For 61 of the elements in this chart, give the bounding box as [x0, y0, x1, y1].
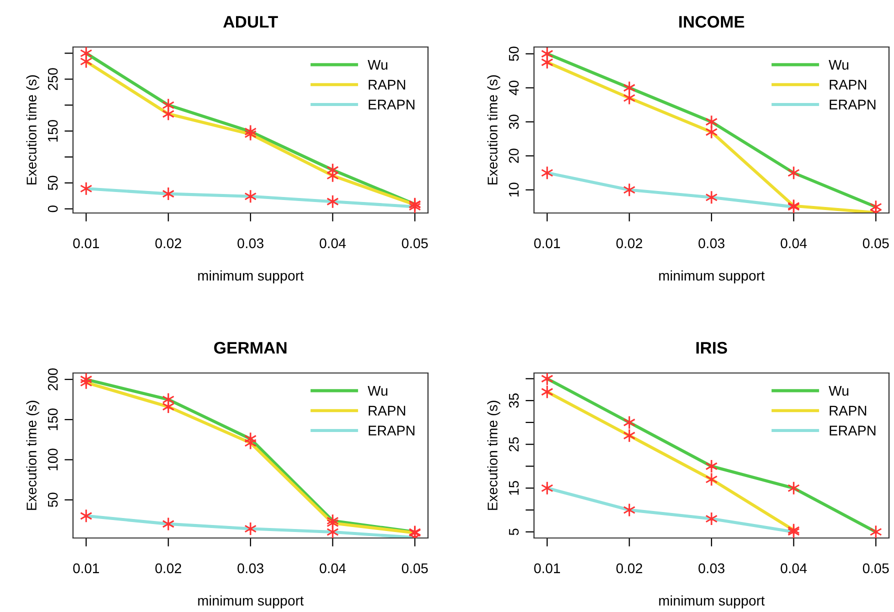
y-tick-label: 50 — [508, 46, 519, 61]
y-tick-label: 25 — [508, 437, 519, 452]
x-tick-label: 0.04 — [780, 238, 807, 248]
x-tick-label: 0.03 — [238, 238, 264, 248]
y-tick-label: 20 — [508, 148, 519, 163]
x-tick-label: 0.05 — [402, 238, 428, 248]
y-axis-title: Execution time (s) — [26, 75, 40, 184]
y-tick-label: 50 — [48, 176, 58, 190]
legend-label: ERAPN — [368, 100, 414, 110]
y-axis-title: Execution time (s) — [26, 400, 40, 510]
y-tick-label: 15 — [509, 480, 519, 495]
x-tick-label: 0.03 — [698, 563, 724, 574]
y-tick-label: 35 — [508, 393, 519, 408]
x-axis-title: minimum support — [659, 595, 765, 608]
chart-title: GERMAN — [214, 342, 286, 354]
x-tick-label: 0.01 — [534, 563, 560, 574]
legend-label: RAPN — [830, 80, 866, 90]
legend-label: Wu — [828, 386, 848, 396]
y-tick-label: 50 — [48, 492, 58, 508]
legend-label: Wu — [828, 60, 848, 70]
y-tick-label: 200 — [48, 368, 58, 390]
legend-label: RAPN — [830, 406, 866, 416]
x-tick-label: 0.02 — [616, 238, 642, 248]
legend-label: ERAPN — [830, 100, 876, 110]
x-tick-label: 0.05 — [862, 563, 889, 574]
legend-label: ERAPN — [368, 426, 414, 436]
y-tick-label: 30 — [508, 114, 519, 130]
legend-label: RAPN — [368, 80, 406, 90]
chart-title: ADULT — [223, 16, 278, 28]
chart-title: IRIS — [696, 342, 728, 354]
x-tick-label: 0.03 — [238, 563, 264, 574]
x-tick-label: 0.04 — [320, 238, 346, 248]
legend-label: Wu — [368, 386, 388, 396]
y-axis-title: Execution time (s) — [487, 75, 500, 184]
x-axis-title: minimum support — [198, 270, 304, 284]
y-tick-label: 150 — [48, 120, 58, 142]
x-tick-label: 0.05 — [862, 238, 889, 248]
x-tick-label: 0.04 — [320, 563, 346, 574]
chart-title: INCOME — [679, 16, 744, 28]
y-tick-label: 40 — [508, 80, 519, 96]
x-tick-label: 0.01 — [73, 563, 99, 574]
x-tick-label: 0.03 — [698, 238, 724, 248]
y-tick-label: 150 — [48, 408, 58, 430]
y-tick-label: 5 — [509, 528, 519, 536]
legend-label: RAPN — [368, 406, 406, 416]
x-tick-label: 0.01 — [73, 238, 99, 248]
legend-label: ERAPN — [830, 426, 876, 436]
x-tick-label: 0.02 — [155, 238, 182, 248]
x-tick-label: 0.02 — [616, 563, 642, 574]
x-tick-label: 0.05 — [402, 563, 428, 574]
y-tick-label: 0 — [48, 206, 58, 212]
x-tick-label: 0.01 — [534, 238, 560, 248]
y-axis-title: Execution time (s) — [487, 400, 500, 510]
x-tick-label: 0.04 — [780, 563, 807, 574]
y-tick-label: 100 — [48, 448, 58, 470]
x-axis-title: minimum support — [659, 270, 765, 284]
legend-label: Wu — [368, 60, 388, 70]
x-axis-title: minimum support — [198, 595, 304, 608]
x-tick-label: 0.02 — [155, 563, 182, 574]
y-tick-label: 250 — [48, 68, 58, 90]
y-tick-label: 10 — [508, 182, 519, 197]
